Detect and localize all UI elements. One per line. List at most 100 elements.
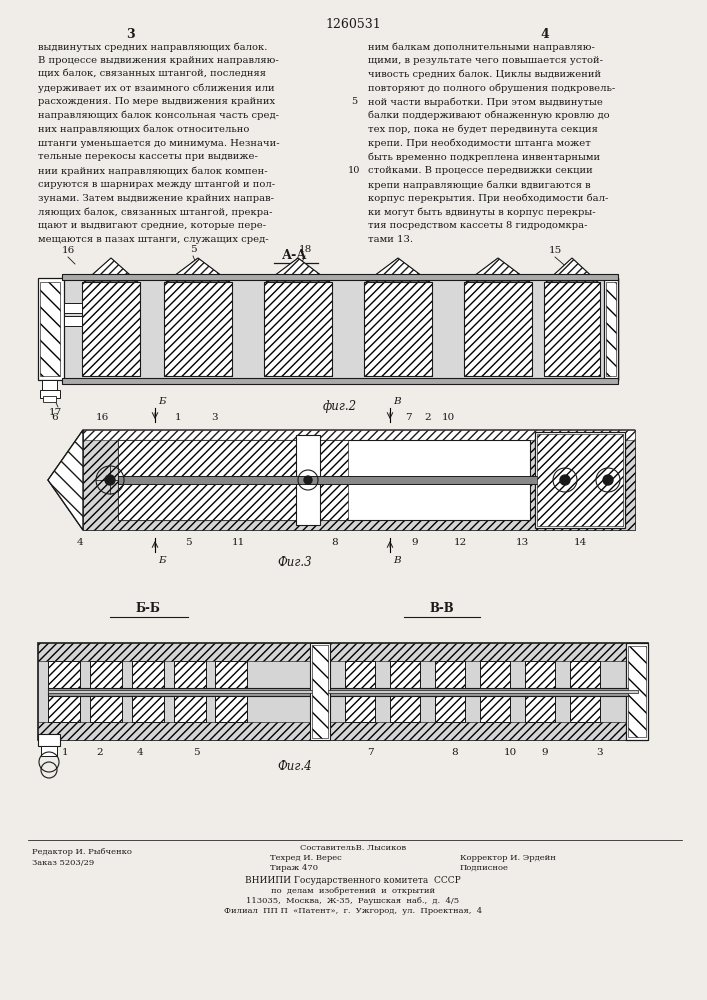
Text: 3: 3 bbox=[597, 748, 603, 757]
Text: 9: 9 bbox=[411, 538, 419, 547]
Bar bbox=[48, 690, 638, 693]
Bar bbox=[43, 396, 56, 402]
Bar bbox=[38, 278, 64, 380]
Circle shape bbox=[603, 475, 613, 485]
Bar bbox=[390, 661, 420, 722]
Bar bbox=[41, 746, 57, 756]
Text: зунами. Затем выдвижение крайних направ-: зунами. Затем выдвижение крайних направ- bbox=[38, 194, 274, 203]
Text: 3: 3 bbox=[211, 413, 218, 422]
Bar bbox=[215, 661, 247, 722]
Text: Фиг.4: Фиг.4 bbox=[278, 760, 312, 773]
Bar bbox=[604, 278, 618, 380]
Text: 5: 5 bbox=[351, 97, 357, 106]
Text: 5: 5 bbox=[193, 748, 199, 757]
Polygon shape bbox=[366, 258, 430, 282]
Bar bbox=[464, 282, 532, 376]
Text: тия посредством кассеты 8 гидродомкра-: тия посредством кассеты 8 гидродомкра- bbox=[368, 221, 588, 230]
Bar bbox=[62, 378, 618, 384]
Bar bbox=[48, 661, 80, 722]
Text: Б: Б bbox=[158, 556, 165, 565]
Bar bbox=[42, 380, 57, 392]
Text: 18: 18 bbox=[298, 245, 312, 254]
Text: 4: 4 bbox=[76, 538, 83, 547]
Text: 2: 2 bbox=[425, 413, 431, 422]
Text: 4: 4 bbox=[136, 748, 144, 757]
Bar bbox=[90, 661, 122, 722]
Text: ВНИИПИ Государственного комитета  СССР: ВНИИПИ Государственного комитета СССР bbox=[245, 876, 461, 885]
Text: Тираж 470: Тираж 470 bbox=[270, 864, 318, 872]
Bar bbox=[544, 282, 600, 376]
Text: 3: 3 bbox=[126, 28, 134, 41]
Bar bbox=[626, 643, 648, 740]
Text: Б-Б: Б-Б bbox=[136, 602, 160, 615]
Bar bbox=[364, 282, 432, 376]
Bar bbox=[40, 390, 60, 398]
Text: щих балок, связанных штангой, последняя: щих балок, связанных штангой, последняя bbox=[38, 70, 266, 79]
Bar bbox=[537, 434, 623, 526]
Bar bbox=[38, 722, 648, 740]
Text: ним балкам дополнительными направляю-: ним балкам дополнительными направляю- bbox=[368, 42, 595, 51]
Text: 13: 13 bbox=[515, 538, 529, 547]
Bar bbox=[164, 282, 232, 376]
Text: повторяют до полного обрушения подкровель-: повторяют до полного обрушения подкровел… bbox=[368, 83, 615, 93]
Bar bbox=[38, 643, 648, 740]
Text: Корректор И. Эрдейн: Корректор И. Эрдейн bbox=[460, 854, 556, 862]
Bar bbox=[312, 645, 328, 738]
Text: тех пор, пока не будет передвинута секция: тех пор, пока не будет передвинута секци… bbox=[368, 125, 598, 134]
Bar bbox=[48, 661, 80, 722]
Bar bbox=[345, 661, 375, 722]
Text: 8: 8 bbox=[332, 538, 339, 547]
Circle shape bbox=[560, 475, 570, 485]
Bar bbox=[480, 661, 510, 722]
Bar bbox=[264, 282, 332, 376]
Text: Подписное: Подписное bbox=[460, 864, 509, 872]
Bar bbox=[215, 661, 247, 722]
Circle shape bbox=[304, 476, 312, 484]
Text: В: В bbox=[393, 397, 401, 406]
Polygon shape bbox=[266, 258, 330, 282]
Bar bbox=[435, 661, 465, 722]
Bar bbox=[570, 661, 600, 722]
Bar bbox=[525, 661, 555, 722]
Text: щают и выдвигают средние, которые пере-: щают и выдвигают средние, которые пере- bbox=[38, 221, 266, 230]
Text: 7: 7 bbox=[367, 748, 373, 757]
Text: В: В bbox=[393, 556, 401, 565]
Text: 8: 8 bbox=[452, 748, 458, 757]
Text: 6: 6 bbox=[52, 413, 58, 422]
Text: штанги уменьшается до минимума. Незначи-: штанги уменьшается до минимума. Незначи- bbox=[38, 139, 280, 148]
Polygon shape bbox=[48, 430, 635, 530]
Text: 5: 5 bbox=[189, 245, 197, 254]
Text: 10: 10 bbox=[348, 166, 360, 175]
Text: 16: 16 bbox=[62, 246, 75, 255]
Text: выдвинутых средних направляющих балок.: выдвинутых средних направляющих балок. bbox=[38, 42, 267, 51]
Text: 4: 4 bbox=[541, 28, 549, 41]
Bar bbox=[264, 282, 332, 376]
Bar bbox=[435, 661, 465, 722]
Text: 1: 1 bbox=[175, 413, 181, 422]
Text: 1260531: 1260531 bbox=[325, 18, 381, 31]
Text: 9: 9 bbox=[542, 748, 549, 757]
Bar bbox=[364, 282, 432, 376]
Bar bbox=[132, 661, 164, 722]
Text: фиг.2: фиг.2 bbox=[323, 400, 357, 413]
Text: 1: 1 bbox=[62, 748, 69, 757]
Text: корпус перекрытия. При необходимости бал-: корпус перекрытия. При необходимости бал… bbox=[368, 194, 609, 203]
Text: Б: Б bbox=[158, 397, 165, 406]
Text: Филиал  ПП П  «Патент»,  г.  Ужгород,  ул.  Проектная,  4: Филиал ПП П «Патент», г. Ужгород, ул. Пр… bbox=[224, 907, 482, 915]
Text: А-А: А-А bbox=[282, 249, 308, 262]
Text: 16: 16 bbox=[95, 413, 109, 422]
Text: В-В: В-В bbox=[430, 602, 455, 615]
Text: 10: 10 bbox=[441, 413, 455, 422]
Text: балки поддерживают обнаженную кровлю до: балки поддерживают обнаженную кровлю до bbox=[368, 111, 609, 120]
Bar bbox=[464, 282, 532, 376]
Bar bbox=[82, 282, 140, 376]
Bar bbox=[544, 282, 600, 376]
Text: быть временно подкреплена инвентарными: быть временно подкреплена инвентарными bbox=[368, 152, 600, 162]
Bar bbox=[606, 282, 616, 376]
Text: 7: 7 bbox=[404, 413, 411, 422]
Text: сируются в шарнирах между штангой и пол-: сируются в шарнирах между штангой и пол- bbox=[38, 180, 275, 189]
Text: 12: 12 bbox=[453, 538, 467, 547]
Bar bbox=[62, 278, 618, 380]
Bar bbox=[628, 646, 646, 737]
Bar bbox=[82, 282, 140, 376]
